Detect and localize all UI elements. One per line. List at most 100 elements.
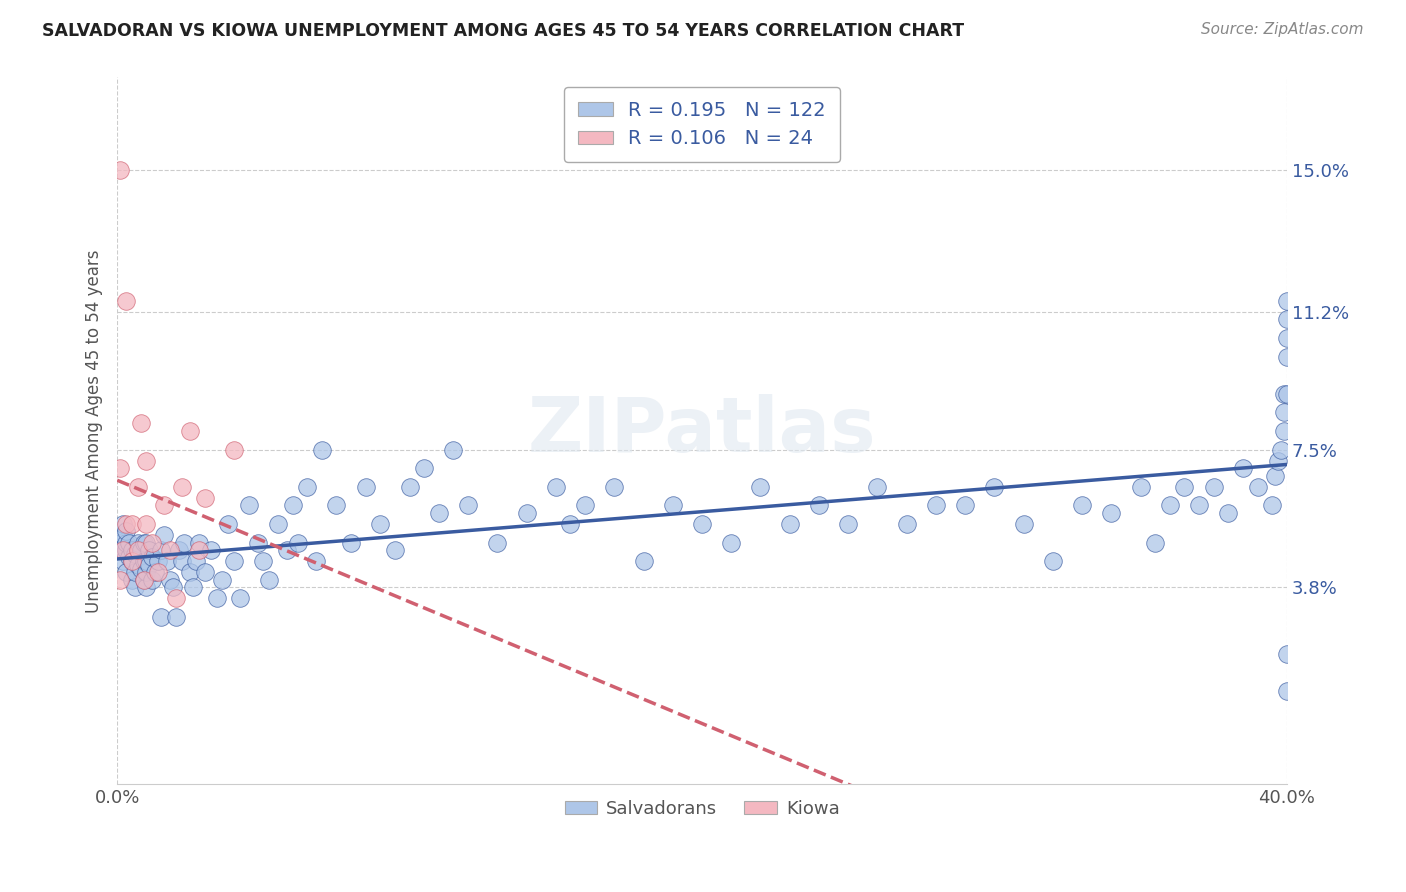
- Point: [325, 499, 347, 513]
- Point: [807, 499, 830, 513]
- Point: [115, 516, 138, 531]
- Point: [194, 491, 217, 505]
- Point: [146, 554, 169, 568]
- Point: [633, 554, 655, 568]
- Point: [129, 417, 152, 431]
- Point: [200, 543, 222, 558]
- Point: [1099, 506, 1122, 520]
- Legend: Salvadorans, Kiowa: Salvadorans, Kiowa: [557, 792, 846, 825]
- Point: [159, 573, 181, 587]
- Point: [1173, 480, 1195, 494]
- Point: [132, 554, 155, 568]
- Point: [138, 543, 160, 558]
- Point: [1267, 453, 1289, 467]
- Point: [167, 543, 190, 558]
- Point: [179, 566, 201, 580]
- Point: [118, 535, 141, 549]
- Point: [112, 543, 135, 558]
- Text: ZIPatlas: ZIPatlas: [527, 394, 876, 468]
- Point: [370, 516, 392, 531]
- Text: SALVADORAN VS KIOWA UNEMPLOYMENT AMONG AGES 45 TO 54 YEARS CORRELATION CHART: SALVADORAN VS KIOWA UNEMPLOYMENT AMONG A…: [42, 22, 965, 40]
- Point: [896, 516, 918, 531]
- Point: [186, 554, 208, 568]
- Point: [127, 543, 149, 558]
- Point: [108, 543, 131, 558]
- Point: [413, 461, 436, 475]
- Point: [194, 566, 217, 580]
- Point: [135, 453, 157, 467]
- Point: [124, 580, 146, 594]
- Point: [1272, 405, 1295, 419]
- Point: [1275, 293, 1298, 308]
- Point: [1275, 312, 1298, 326]
- Point: [1270, 442, 1292, 457]
- Point: [305, 554, 328, 568]
- Point: [153, 499, 176, 513]
- Point: [779, 516, 801, 531]
- Point: [690, 516, 713, 531]
- Point: [121, 573, 143, 587]
- Point: [1275, 350, 1298, 364]
- Point: [1042, 554, 1064, 568]
- Point: [115, 524, 138, 539]
- Point: [108, 461, 131, 475]
- Point: [1071, 499, 1094, 513]
- Point: [457, 499, 479, 513]
- Point: [129, 543, 152, 558]
- Point: [443, 442, 465, 457]
- Point: [115, 543, 138, 558]
- Point: [127, 558, 149, 572]
- Point: [516, 506, 538, 520]
- Point: [108, 163, 131, 178]
- Point: [135, 580, 157, 594]
- Point: [1261, 499, 1284, 513]
- Point: [132, 535, 155, 549]
- Point: [1275, 647, 1298, 661]
- Point: [115, 535, 138, 549]
- Point: [170, 480, 193, 494]
- Point: [127, 535, 149, 549]
- Point: [135, 554, 157, 568]
- Point: [170, 554, 193, 568]
- Point: [1246, 480, 1268, 494]
- Point: [1218, 506, 1240, 520]
- Point: [179, 424, 201, 438]
- Y-axis label: Unemployment Among Ages 45 to 54 years: Unemployment Among Ages 45 to 54 years: [86, 249, 103, 613]
- Point: [150, 543, 173, 558]
- Point: [224, 554, 246, 568]
- Point: [661, 499, 683, 513]
- Point: [1144, 535, 1167, 549]
- Point: [1275, 331, 1298, 345]
- Point: [1275, 386, 1298, 401]
- Point: [165, 610, 187, 624]
- Point: [143, 566, 166, 580]
- Point: [1188, 499, 1211, 513]
- Point: [311, 442, 333, 457]
- Point: [257, 573, 280, 587]
- Point: [135, 516, 157, 531]
- Point: [983, 480, 1005, 494]
- Point: [188, 535, 211, 549]
- Text: Source: ZipAtlas.com: Source: ZipAtlas.com: [1201, 22, 1364, 37]
- Point: [1275, 684, 1298, 698]
- Point: [384, 543, 406, 558]
- Point: [267, 516, 290, 531]
- Point: [132, 573, 155, 587]
- Point: [1012, 516, 1035, 531]
- Point: [603, 480, 626, 494]
- Point: [246, 535, 269, 549]
- Point: [135, 566, 157, 580]
- Point: [953, 499, 976, 513]
- Point: [281, 499, 304, 513]
- Point: [121, 516, 143, 531]
- Point: [165, 591, 187, 606]
- Point: [162, 580, 184, 594]
- Point: [135, 535, 157, 549]
- Point: [124, 566, 146, 580]
- Point: [181, 580, 204, 594]
- Point: [574, 499, 596, 513]
- Point: [1272, 424, 1295, 438]
- Point: [156, 554, 179, 568]
- Point: [118, 550, 141, 565]
- Point: [749, 480, 772, 494]
